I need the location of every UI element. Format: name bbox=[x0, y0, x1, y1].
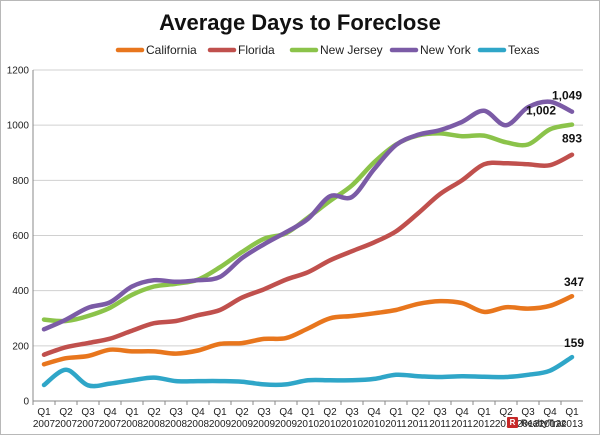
x-tick-label-quarter: Q1 bbox=[565, 407, 579, 418]
x-tick-label-quarter: Q4 bbox=[367, 407, 381, 418]
end-label-new-jersey: 1,002 bbox=[526, 104, 556, 118]
x-tick-label-year: 2010 bbox=[319, 419, 342, 430]
y-tick-label: 800 bbox=[12, 176, 29, 187]
end-label-florida: 893 bbox=[562, 132, 582, 146]
legend-label-texas: Texas bbox=[508, 43, 539, 57]
realtytrac-logo-icon: R bbox=[507, 417, 518, 428]
x-tick-label-year: 2011 bbox=[451, 419, 473, 430]
x-tick-label-year: 2011 bbox=[429, 419, 451, 430]
x-tick-label-quarter: Q4 bbox=[543, 407, 557, 418]
x-tick-label-year: 2012 bbox=[495, 419, 518, 430]
logo-text: RealtyTrac bbox=[521, 417, 567, 428]
legend-label-california: California bbox=[146, 43, 197, 57]
y-tick-label: 400 bbox=[12, 286, 29, 297]
x-tick-label-year: 2008 bbox=[121, 419, 144, 430]
gridlines bbox=[33, 69, 583, 347]
x-tick-label-quarter: Q3 bbox=[81, 407, 95, 418]
series-line-florida bbox=[41, 152, 575, 357]
legend-label-new-york: New York bbox=[420, 43, 472, 57]
x-tick-label-quarter: Q1 bbox=[125, 407, 139, 418]
x-tick-label-year: 2011 bbox=[385, 419, 407, 430]
x-tick-label-year: 2008 bbox=[187, 419, 210, 430]
legend-label-florida: Florida bbox=[238, 43, 275, 57]
chart-title: Average Days to Foreclose bbox=[159, 10, 441, 35]
x-tick-label-quarter: Q1 bbox=[389, 407, 403, 418]
y-axis-ticks: 0 200 400 600 800 1000 1200 bbox=[7, 66, 30, 408]
end-label-new-york: 1,049 bbox=[552, 89, 582, 103]
x-tick-label-year: 2010 bbox=[297, 419, 320, 430]
x-tick-label-quarter: Q1 bbox=[477, 407, 491, 418]
x-tick-label-year: 2012 bbox=[473, 419, 496, 430]
x-tick-label-quarter: Q2 bbox=[323, 407, 337, 418]
x-tick-label-quarter: Q2 bbox=[411, 407, 425, 418]
x-tick-label-quarter: Q3 bbox=[521, 407, 535, 418]
realtytrac-logo: R RealtyTrac bbox=[507, 417, 567, 428]
x-tick-label-year: 2007 bbox=[33, 419, 56, 430]
x-tick-label-year: 2012 bbox=[539, 419, 562, 430]
x-tick-label-quarter: Q2 bbox=[235, 407, 249, 418]
x-tick-label-year: 2009 bbox=[253, 419, 276, 430]
x-tick-label-quarter: Q3 bbox=[169, 407, 183, 418]
series-line-texas bbox=[41, 354, 575, 389]
x-tick-label-year: 2010 bbox=[363, 419, 386, 430]
x-tick-label-year: 2007 bbox=[55, 419, 78, 430]
y-tick-label: 600 bbox=[12, 231, 29, 242]
x-tick-label-year: 2008 bbox=[143, 419, 166, 430]
x-tick-label-year: 2009 bbox=[209, 419, 232, 430]
x-axis-ticks: Q12007Q22007Q32007Q42007Q12008Q22008Q320… bbox=[32, 401, 584, 430]
y-tick-label: 1000 bbox=[7, 121, 30, 132]
end-label-california: 347 bbox=[564, 275, 584, 289]
x-tick-label-quarter: Q2 bbox=[147, 407, 161, 418]
x-tick-label-year: 2009 bbox=[231, 419, 254, 430]
x-tick-label-quarter: Q4 bbox=[191, 407, 205, 418]
x-tick-label-quarter: Q4 bbox=[103, 407, 117, 418]
y-tick-label: 1200 bbox=[7, 66, 30, 77]
y-tick-label: 0 bbox=[23, 397, 29, 408]
series-lines bbox=[41, 99, 575, 389]
x-tick-label-quarter: Q3 bbox=[257, 407, 271, 418]
x-tick-label-quarter: Q4 bbox=[279, 407, 293, 418]
x-tick-label-quarter: Q3 bbox=[433, 407, 447, 418]
x-tick-label-quarter: Q2 bbox=[499, 407, 513, 418]
x-tick-label-quarter: Q2 bbox=[59, 407, 73, 418]
axes bbox=[32, 70, 583, 402]
series-line-new-york bbox=[41, 99, 575, 332]
x-tick-label-year: 2007 bbox=[77, 419, 100, 430]
x-tick-label-quarter: Q1 bbox=[37, 407, 51, 418]
end-label-texas: 159 bbox=[564, 336, 584, 350]
y-tick-label: 200 bbox=[12, 341, 29, 352]
x-tick-label-quarter: Q3 bbox=[345, 407, 359, 418]
x-tick-label-year: 2007 bbox=[99, 419, 122, 430]
x-tick-label-year: 2008 bbox=[165, 419, 188, 430]
series-line-california bbox=[41, 293, 575, 367]
x-tick-label-year: 2011 bbox=[407, 419, 429, 430]
legend: California Florida New Jersey New York Texas bbox=[115, 43, 539, 57]
x-tick-label-year: 2013 bbox=[561, 419, 584, 430]
x-tick-label-quarter: Q4 bbox=[455, 407, 469, 418]
x-tick-label-quarter: Q1 bbox=[301, 407, 315, 418]
x-tick-label-year: 2010 bbox=[341, 419, 364, 430]
x-tick-label-year: 2009 bbox=[275, 419, 298, 430]
x-tick-label-quarter: Q1 bbox=[213, 407, 227, 418]
legend-label-new-jersey: New Jersey bbox=[320, 43, 383, 57]
x-tick-label-year: 2012 bbox=[517, 419, 540, 430]
